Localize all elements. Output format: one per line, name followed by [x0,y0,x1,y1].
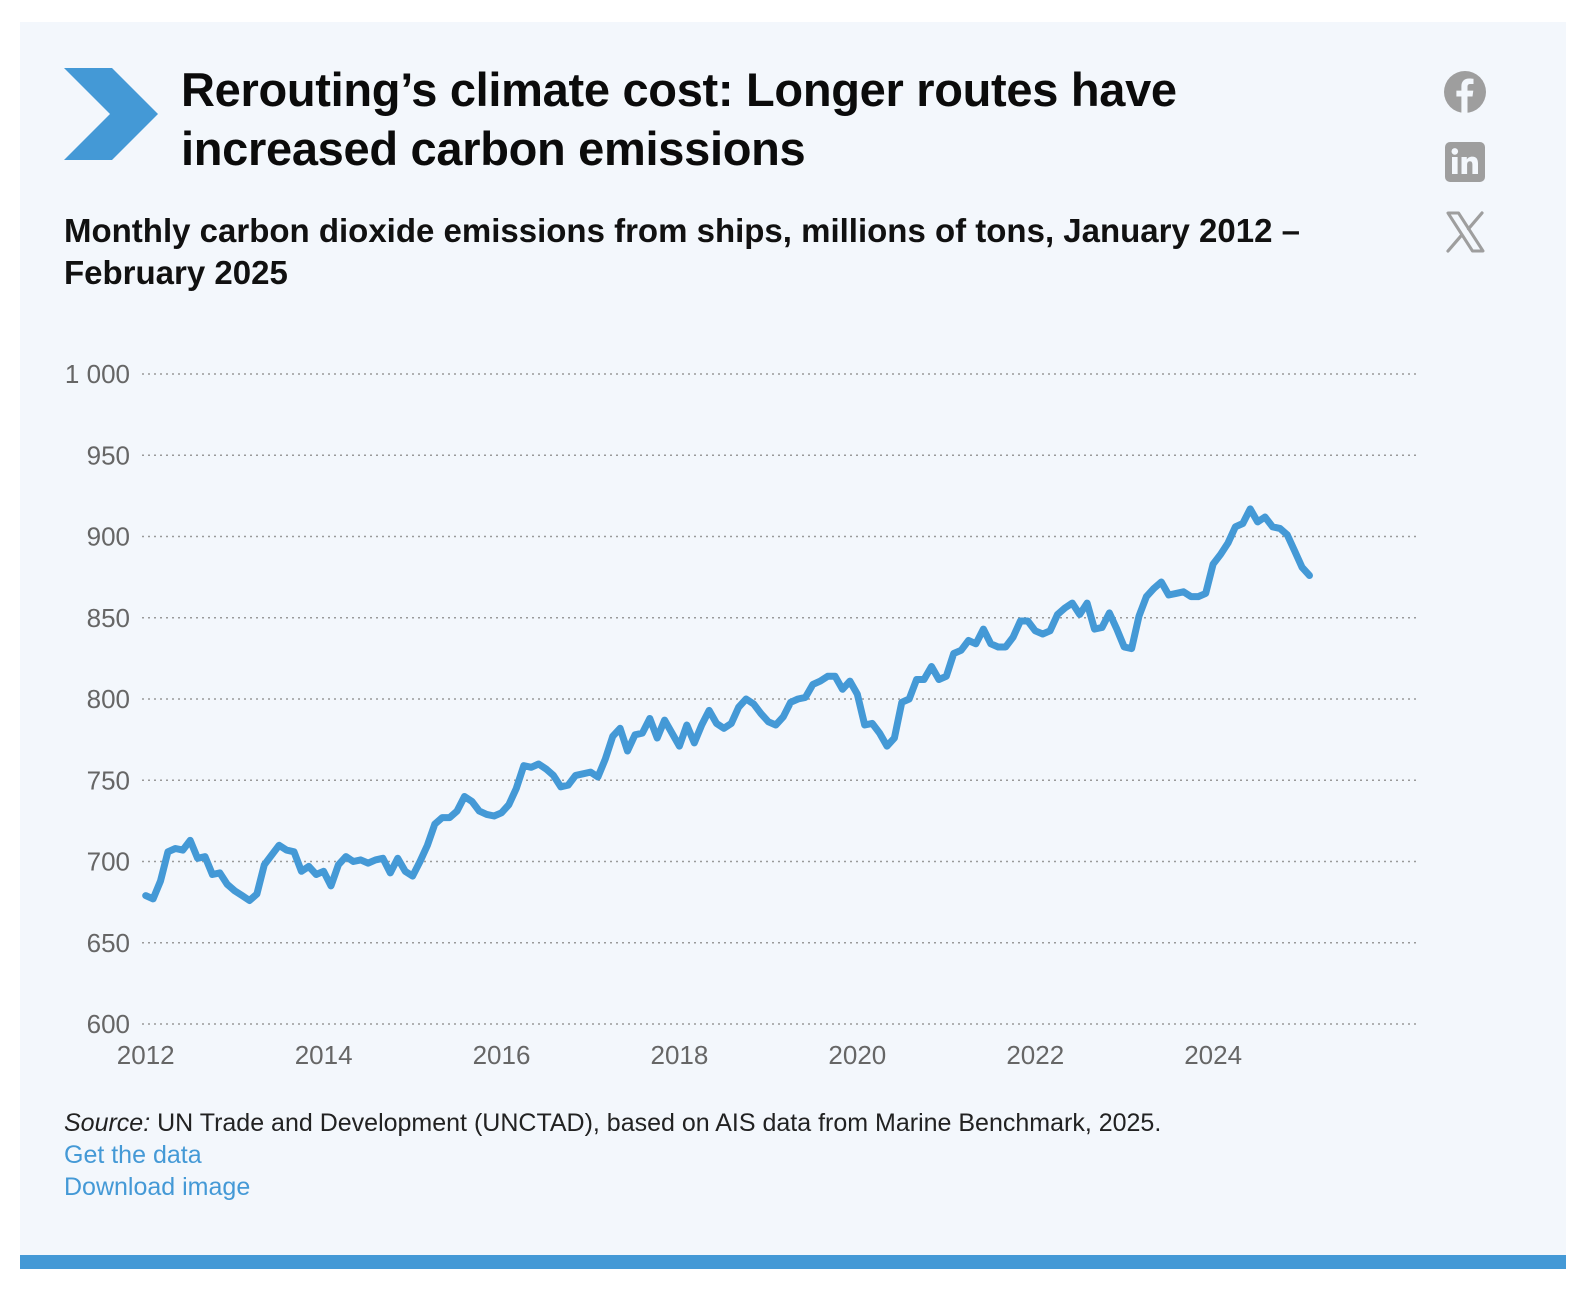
chart-card: Rerouting’s climate cost: Longer routes … [20,22,1566,1269]
x-icon[interactable] [1442,209,1488,255]
x-axis-ticks: 2012 2014 2016 2018 2020 2022 2024 [117,1040,1242,1070]
y-tick-label: 900 [87,522,130,552]
series-line [142,505,1313,904]
y-tick-label: 1 000 [65,359,130,389]
x-tick-label: 2022 [1006,1040,1064,1070]
grid-lines [142,373,1417,1025]
y-tick-label: 950 [87,440,130,470]
y-axis-ticks: 600 650 700 750 800 850 900 950 1 000 [65,359,130,1039]
x-tick-label: 2016 [473,1040,531,1070]
y-tick-label: 700 [87,847,130,877]
x-tick-label: 2012 [117,1040,175,1070]
facebook-icon[interactable] [1442,69,1488,115]
source-note: Source: UN Trade and Development (UNCTAD… [64,1107,1161,1139]
footer: Source: UN Trade and Development (UNCTAD… [64,1107,1161,1203]
y-tick-label: 800 [87,684,130,714]
page-title: Rerouting’s climate cost: Longer routes … [181,63,1177,175]
chart-subtitle: Monthly carbon dioxide emissions from sh… [64,212,1300,291]
chevron-logo-icon [64,68,158,160]
download-image-link[interactable]: Download image [64,1173,251,1201]
y-tick-label: 600 [87,1009,130,1039]
source-label: Source: [64,1109,151,1137]
get-data-link[interactable]: Get the data [64,1141,202,1169]
x-tick-label: 2024 [1184,1040,1242,1070]
x-tick-label: 2020 [828,1040,886,1070]
y-tick-label: 650 [87,928,130,958]
x-tick-label: 2014 [295,1040,353,1070]
linkedin-icon[interactable] [1442,139,1488,185]
y-tick-label: 750 [87,765,130,795]
source-text: UN Trade and Development (UNCTAD), based… [150,1109,1162,1137]
chevron-logo-shape [64,68,158,160]
bottom-accent-bar [20,1255,1566,1269]
y-tick-label: 850 [87,603,130,633]
x-tick-label: 2018 [651,1040,709,1070]
series-layer [142,505,1313,904]
